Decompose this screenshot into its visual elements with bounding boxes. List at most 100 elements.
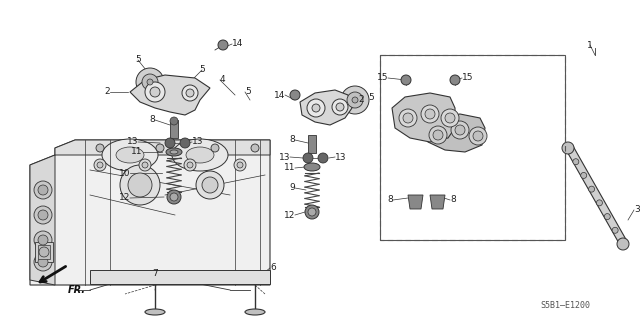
Ellipse shape [94, 159, 106, 171]
Ellipse shape [150, 87, 160, 97]
Text: 2: 2 [104, 87, 110, 97]
Bar [380, 55, 565, 240]
Text: 15: 15 [462, 73, 474, 83]
Ellipse shape [234, 159, 246, 171]
Ellipse shape [403, 113, 413, 123]
Ellipse shape [347, 92, 363, 108]
Ellipse shape [308, 208, 316, 216]
Ellipse shape [433, 130, 443, 140]
Polygon shape [565, 146, 628, 245]
Text: 12: 12 [284, 211, 295, 219]
Ellipse shape [39, 247, 49, 257]
Ellipse shape [139, 159, 151, 171]
Bar [308, 135, 316, 153]
Polygon shape [430, 195, 445, 209]
Ellipse shape [167, 190, 181, 204]
Ellipse shape [562, 142, 574, 154]
Text: 7: 7 [152, 270, 158, 278]
Text: 3: 3 [634, 205, 640, 214]
Ellipse shape [128, 173, 152, 197]
Ellipse shape [211, 144, 219, 152]
Ellipse shape [450, 75, 460, 85]
Ellipse shape [34, 231, 52, 249]
Ellipse shape [596, 200, 602, 206]
Ellipse shape [341, 86, 369, 114]
Ellipse shape [180, 138, 190, 148]
Ellipse shape [34, 181, 52, 199]
Text: 13: 13 [278, 152, 290, 161]
Polygon shape [408, 195, 423, 209]
Ellipse shape [617, 238, 629, 250]
Ellipse shape [187, 162, 193, 168]
Text: 4: 4 [220, 76, 226, 85]
Ellipse shape [142, 74, 158, 90]
Ellipse shape [604, 214, 611, 219]
Ellipse shape [399, 109, 417, 127]
Text: 15: 15 [376, 73, 388, 83]
Ellipse shape [352, 97, 358, 103]
Ellipse shape [336, 103, 344, 111]
Ellipse shape [218, 40, 228, 50]
Text: 14: 14 [232, 40, 243, 48]
Ellipse shape [332, 99, 348, 115]
Ellipse shape [156, 144, 164, 152]
Ellipse shape [170, 193, 178, 201]
Polygon shape [55, 140, 270, 155]
Text: 12: 12 [118, 194, 130, 203]
Ellipse shape [38, 185, 48, 195]
Bar [380, 55, 565, 240]
Ellipse shape [145, 82, 165, 102]
Ellipse shape [120, 165, 160, 205]
Ellipse shape [307, 99, 325, 117]
Text: 13: 13 [127, 137, 138, 146]
Ellipse shape [589, 186, 595, 192]
Text: 8: 8 [450, 196, 456, 204]
Ellipse shape [97, 162, 103, 168]
Ellipse shape [182, 85, 198, 101]
Ellipse shape [290, 90, 300, 100]
Ellipse shape [429, 126, 447, 144]
Text: 14: 14 [274, 91, 285, 100]
Text: 13: 13 [192, 137, 204, 146]
Polygon shape [30, 155, 55, 285]
Text: 13: 13 [335, 152, 346, 161]
Ellipse shape [312, 104, 320, 112]
Ellipse shape [38, 257, 48, 267]
Text: S5B1—E1200: S5B1—E1200 [540, 300, 590, 309]
Text: FR.: FR. [68, 285, 86, 295]
Ellipse shape [237, 162, 243, 168]
Polygon shape [392, 93, 455, 142]
Ellipse shape [186, 147, 214, 163]
Ellipse shape [469, 127, 487, 145]
Text: 8: 8 [289, 136, 295, 145]
Polygon shape [300, 90, 352, 125]
Ellipse shape [425, 109, 435, 119]
Ellipse shape [145, 309, 165, 315]
Text: 8: 8 [149, 115, 155, 124]
Ellipse shape [401, 75, 411, 85]
Text: 5: 5 [199, 65, 205, 75]
Ellipse shape [38, 235, 48, 245]
Ellipse shape [170, 117, 178, 125]
Ellipse shape [245, 309, 265, 315]
Text: 10: 10 [118, 168, 130, 177]
Ellipse shape [196, 171, 224, 199]
Ellipse shape [102, 139, 158, 171]
Ellipse shape [96, 144, 104, 152]
Ellipse shape [580, 173, 587, 178]
Ellipse shape [451, 121, 469, 139]
Ellipse shape [421, 105, 439, 123]
Bar [35, 242, 53, 262]
Ellipse shape [170, 150, 178, 154]
Ellipse shape [34, 253, 52, 271]
Ellipse shape [318, 153, 328, 163]
Text: 5: 5 [245, 87, 251, 97]
Ellipse shape [147, 79, 153, 85]
Ellipse shape [136, 68, 164, 96]
Polygon shape [130, 75, 210, 115]
Ellipse shape [142, 162, 148, 168]
Ellipse shape [166, 148, 182, 156]
Polygon shape [30, 140, 270, 285]
Text: 9: 9 [289, 183, 295, 192]
Ellipse shape [303, 153, 313, 163]
